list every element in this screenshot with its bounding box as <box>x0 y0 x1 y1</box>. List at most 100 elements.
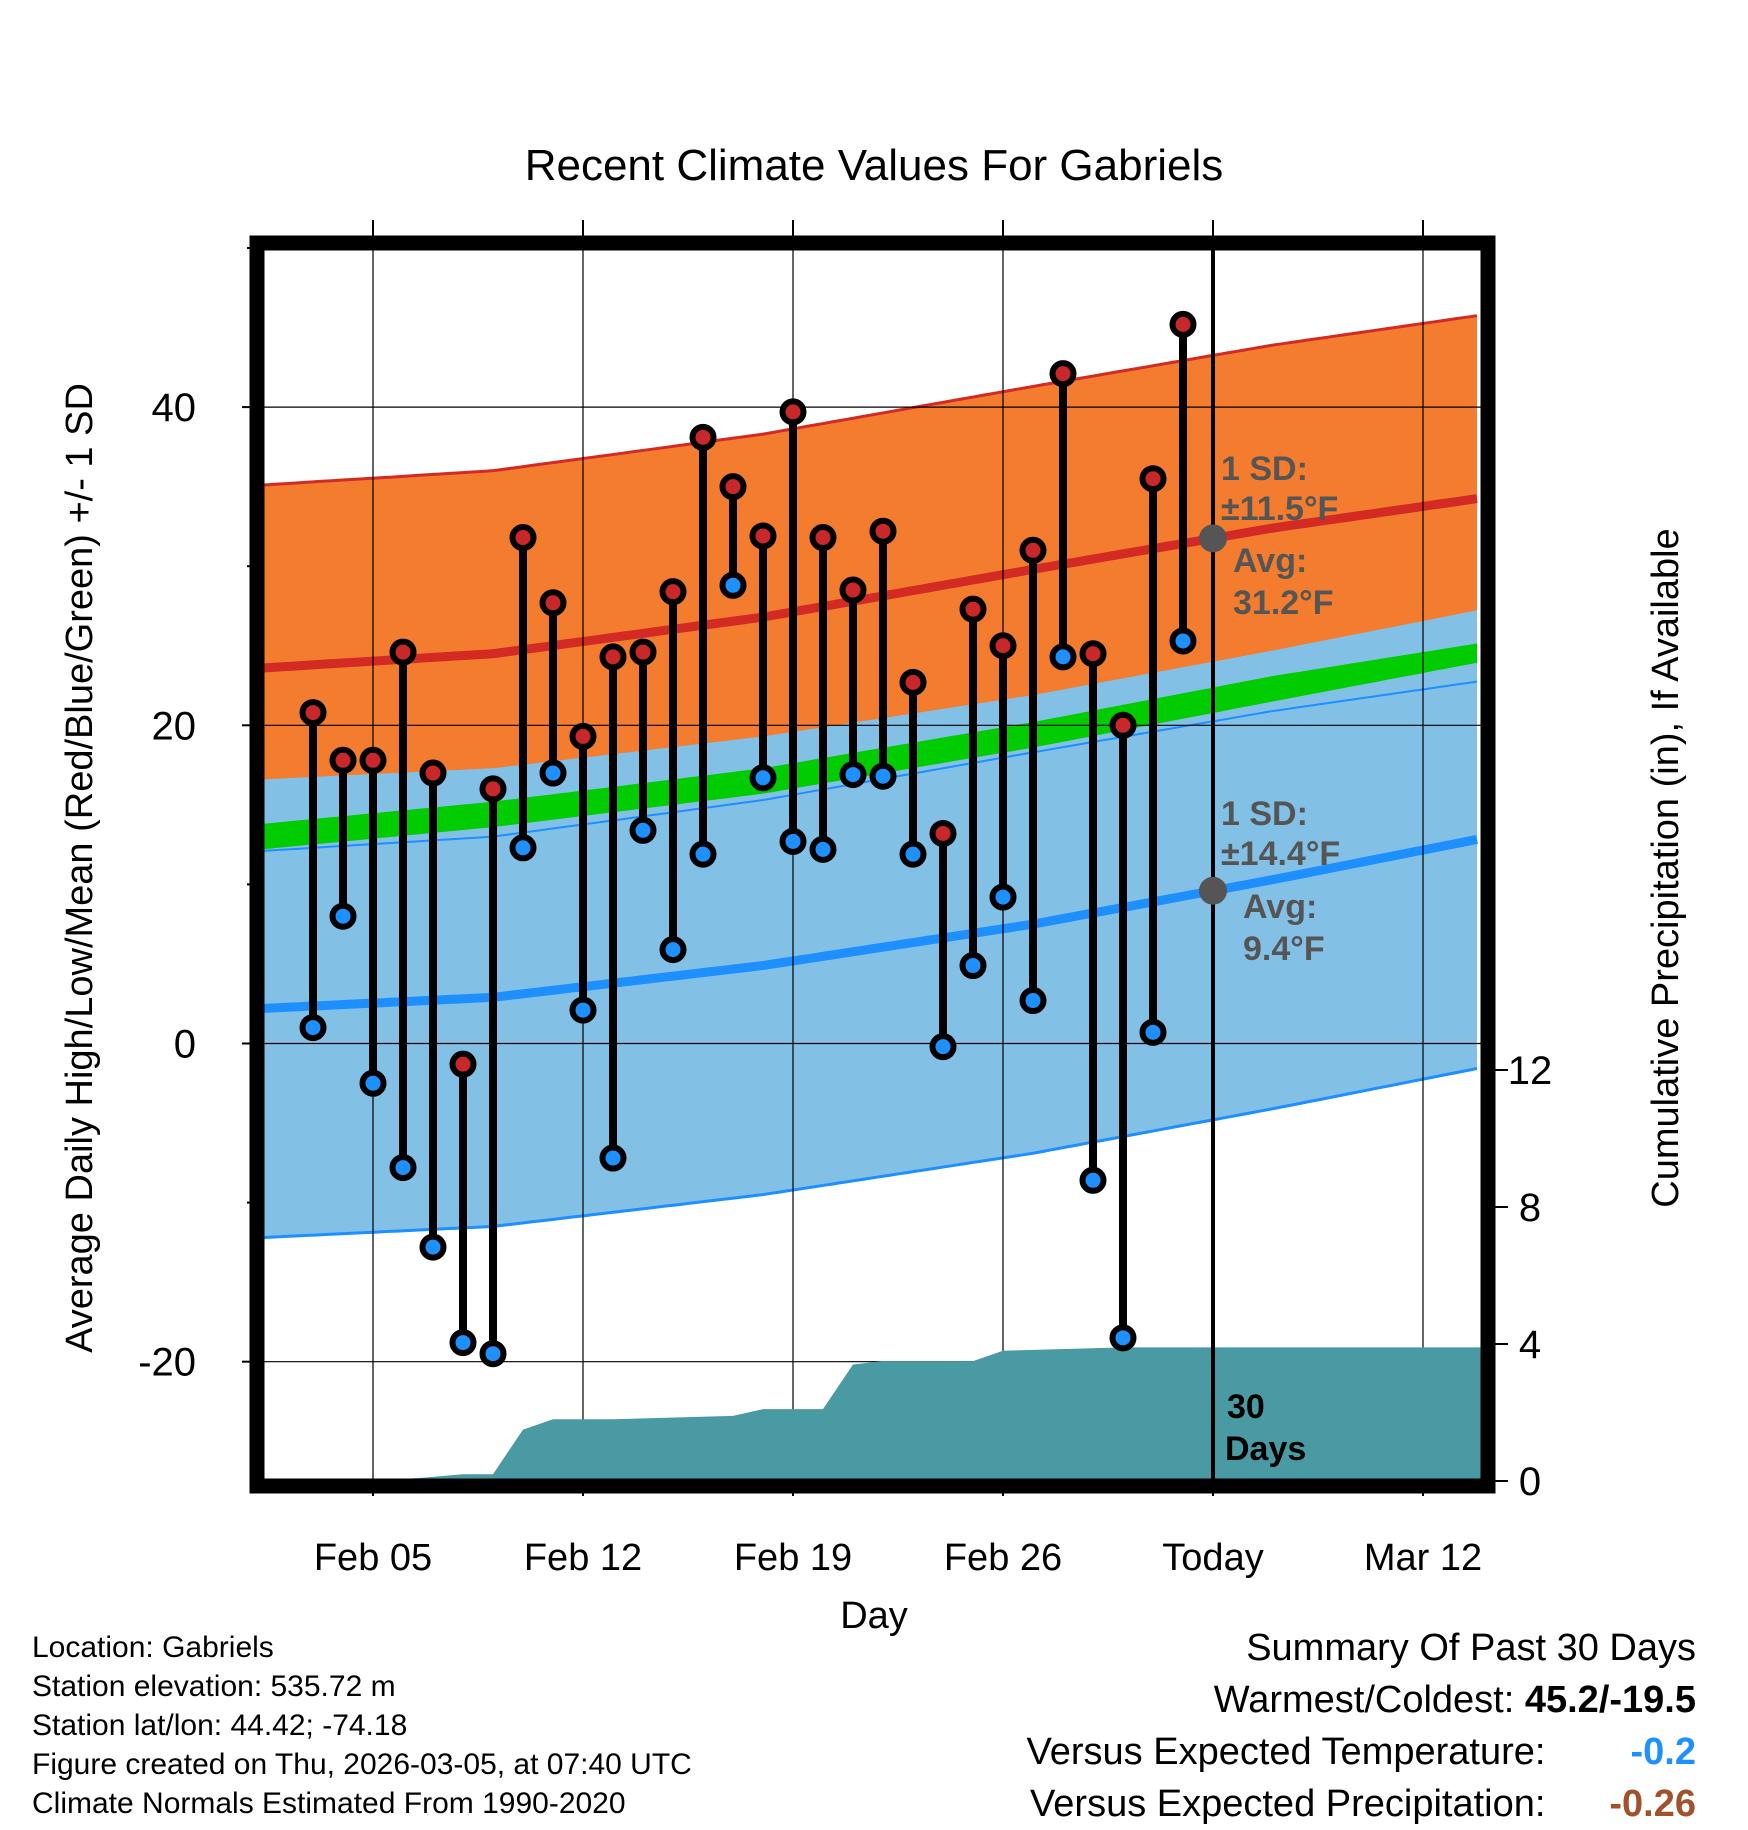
low-marker-day-1 <box>299 1014 327 1042</box>
low-marker-day-6 <box>449 1329 477 1357</box>
y-tick-label: -20 <box>138 1341 196 1385</box>
low-sd-value: ±14.4°F <box>1221 835 1340 873</box>
y-axis-label: Average Daily High/Low/Mean (Red/Blue/Gr… <box>59 383 101 1353</box>
high-marker-day-23 <box>959 595 987 623</box>
high-marker-day-27 <box>1079 640 1107 668</box>
x-tick-label: Feb 12 <box>524 1537 642 1579</box>
low-avg-value: 9.4°F <box>1243 930 1325 968</box>
low-marker-day-4 <box>389 1154 417 1182</box>
plot-frame <box>249 235 1496 1494</box>
high-marker-day-18 <box>809 524 837 552</box>
high-marker-day-11 <box>599 643 627 671</box>
low-marker-day-23 <box>959 952 987 980</box>
days-unit: Days <box>1225 1430 1306 1468</box>
warmest-value: 45.2/-19.5 <box>1524 1679 1696 1721</box>
high-marker-day-8 <box>509 524 537 552</box>
y-tick-label: 0 <box>174 1022 196 1066</box>
summary-precip-row: Versus Expected Precipitation: -0.26 <box>1027 1778 1696 1830</box>
low-marker-day-12 <box>629 816 657 844</box>
low-marker-day-19 <box>839 761 867 789</box>
high-avg-label: Avg: <box>1233 542 1307 580</box>
y-tick-label: 40 <box>152 386 197 430</box>
high-marker-day-9 <box>539 589 567 617</box>
high-marker-day-1 <box>299 699 327 727</box>
today-low-avg-dot <box>1199 876 1227 905</box>
y2-tick-label: 8 <box>1519 1186 1541 1230</box>
high-marker-day-6 <box>449 1050 477 1078</box>
low-marker-day-26 <box>1049 643 1077 671</box>
temp-value: -0.2 <box>1630 1731 1696 1773</box>
x-axis-label: Day <box>840 1595 908 1637</box>
low-sd-band <box>262 610 1477 1238</box>
precip-label: Versus Expected Precipitation: <box>1030 1783 1546 1825</box>
low-marker-day-25 <box>1019 987 1047 1015</box>
x-tick-label: Feb 26 <box>944 1537 1062 1579</box>
x-tick-label: Today <box>1162 1537 1263 1579</box>
high-marker-day-16 <box>749 522 777 550</box>
elevation-text: Station elevation: 535.72 m <box>32 1670 396 1703</box>
low-marker-day-9 <box>539 759 567 787</box>
daily-markers <box>299 310 1197 1368</box>
summary-temp-row: Versus Expected Temperature: -0.2 <box>1027 1726 1696 1778</box>
high-marker-day-15 <box>719 473 747 501</box>
high-marker-day-28 <box>1109 711 1137 739</box>
chart-title: Recent Climate Values For Gabriels <box>525 141 1224 190</box>
precip-value: -0.26 <box>1609 1783 1696 1825</box>
summary-title: Summary Of Past 30 Days <box>1246 1627 1696 1669</box>
normals-text: Climate Normals Estimated From 1990-2020 <box>32 1787 626 1820</box>
high-marker-day-30 <box>1169 310 1197 338</box>
summary-panel: Summary Of Past 30 Days Warmest/Coldest:… <box>1027 1622 1696 1830</box>
low-marker-day-21 <box>899 840 927 868</box>
warmest-label: Warmest/Coldest: <box>1213 1679 1515 1721</box>
y2-tick-label: 12 <box>1508 1049 1553 1093</box>
high-marker-day-17 <box>779 398 807 426</box>
low-marker-day-11 <box>599 1144 627 1172</box>
high-marker-day-2 <box>329 746 357 774</box>
days-count: 30 <box>1227 1388 1265 1426</box>
high-avg-value: 31.2°F <box>1233 584 1334 622</box>
high-marker-day-13 <box>659 578 687 606</box>
low-marker-day-5 <box>419 1233 447 1261</box>
axes: Feb 05 Feb 12 Feb 19 Feb 26 Today Mar 12 -20 0 2… <box>138 220 1552 1579</box>
high-marker-day-19 <box>839 576 867 604</box>
mean-band <box>262 643 1477 850</box>
high-upper-edge <box>262 314 1478 487</box>
y2-axis-label: Cumulative Precipitation (in), If Availa… <box>1645 528 1687 1207</box>
latlon-text: Station lat/lon: 44.42; -74.18 <box>32 1709 408 1742</box>
y-tick-label: 20 <box>152 704 197 748</box>
high-marker-day-25 <box>1019 536 1047 564</box>
high-marker-day-5 <box>419 759 447 787</box>
low-marker-day-15 <box>719 571 747 599</box>
created-text: Figure created on Thu, 2026-03-05, at 07… <box>32 1748 692 1781</box>
normal-high-line <box>262 494 1478 673</box>
today-high-avg-dot <box>1199 524 1227 553</box>
low-marker-day-16 <box>749 764 777 792</box>
low-marker-day-14 <box>689 840 717 868</box>
y2-tick-label: 0 <box>1519 1460 1541 1504</box>
precip-area <box>262 1347 1483 1481</box>
high-marker-day-29 <box>1139 465 1167 493</box>
low-marker-day-28 <box>1109 1324 1137 1352</box>
high-marker-day-20 <box>869 517 897 545</box>
station-info: Location: Gabriels Station elevation: 53… <box>32 1628 692 1823</box>
high-marker-day-12 <box>629 638 657 666</box>
summary-warmest-row: Warmest/Coldest: 45.2/-19.5 <box>1027 1674 1696 1726</box>
low-marker-day-10 <box>569 996 597 1024</box>
low-marker-day-17 <box>779 827 807 855</box>
low-marker-day-8 <box>509 834 537 862</box>
high-marker-day-24 <box>989 632 1017 660</box>
location-text: Location: Gabriels <box>32 1631 274 1664</box>
x-tick-label: Feb 19 <box>734 1537 852 1579</box>
high-marker-day-7 <box>479 775 507 803</box>
low-marker-day-29 <box>1139 1018 1167 1046</box>
low-marker-day-22 <box>929 1033 957 1061</box>
precip-fill <box>262 1347 1483 1481</box>
low-marker-day-20 <box>869 762 897 790</box>
high-sd-label: 1 SD: <box>1221 450 1308 488</box>
high-sd-value: ±11.5°F <box>1221 490 1338 528</box>
normal-low-line <box>262 834 1478 1013</box>
high-marker-day-26 <box>1049 360 1077 388</box>
low-marker-day-30 <box>1169 627 1197 655</box>
